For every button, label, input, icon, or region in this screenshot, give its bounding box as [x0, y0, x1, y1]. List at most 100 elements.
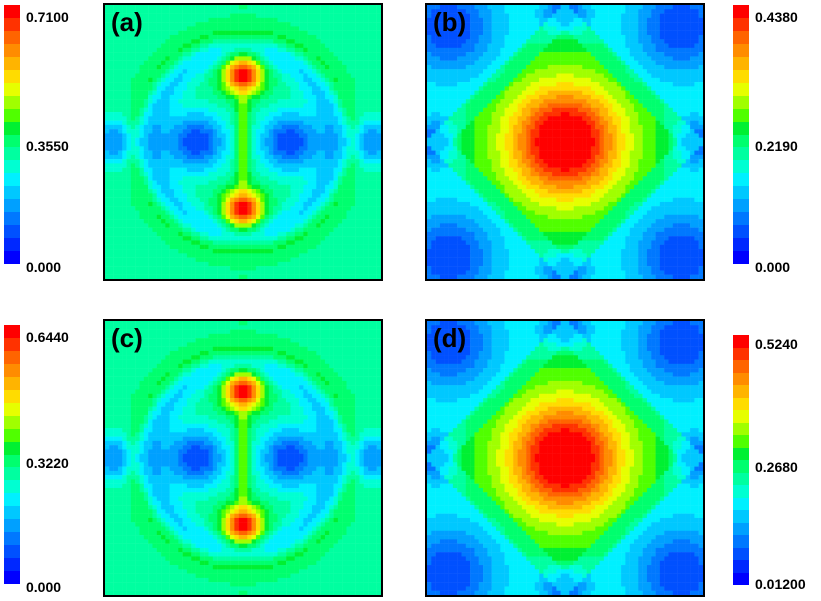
heatmap-cell: [113, 261, 119, 267]
heatmap-cell: [243, 52, 248, 57]
heatmap-cell: [105, 9, 110, 14]
heatmap-cell: [243, 227, 248, 233]
heatmap-cell: [320, 22, 326, 27]
heatmap-cell: [281, 257, 287, 263]
heatmap-cell: [143, 154, 149, 160]
heatmap-cell: [355, 201, 360, 207]
heatmap-cell: [204, 47, 209, 53]
heatmap-cell: [294, 249, 300, 254]
heatmap-cell: [496, 56, 501, 61]
heatmap-cell: [277, 103, 283, 108]
heatmap-cell: [376, 82, 381, 87]
heatmap-cell: [294, 69, 300, 74]
heatmap-cell: [530, 52, 536, 57]
heatmap-cell: [368, 90, 373, 96]
heatmap-cell: [586, 34, 592, 40]
heatmap-cell: [204, 9, 209, 14]
heatmap-cell: [122, 64, 127, 70]
heatmap-cell: [359, 73, 364, 78]
heatmap-cell: [105, 244, 110, 250]
heatmap-cell: [316, 82, 321, 87]
heatmap-cell: [329, 69, 334, 74]
heatmap-cell: [307, 137, 313, 143]
heatmap-cell: [277, 52, 283, 57]
heatmap-cell: [359, 13, 364, 19]
heatmap-cell: [608, 39, 613, 44]
heatmap-cell: [208, 73, 214, 78]
heatmap-cell: [487, 22, 492, 27]
heatmap-cell: [217, 231, 222, 237]
heatmap-cell: [444, 22, 449, 27]
heatmap-cell: [672, 39, 678, 44]
heatmap-cell: [195, 77, 201, 83]
heatmap-cell: [117, 154, 123, 160]
heatmap-cell: [483, 30, 488, 36]
heatmap-cell: [165, 47, 170, 53]
heatmap-cell: [221, 30, 226, 36]
heatmap-cell: [586, 47, 592, 53]
heatmap-cell: [329, 107, 334, 113]
heatmap-cell: [363, 107, 369, 113]
heatmap-cell: [299, 22, 304, 27]
heatmap-cell: [109, 99, 114, 104]
heatmap-cell: [186, 176, 192, 181]
heatmap-cell: [199, 184, 205, 190]
heatmap-cell: [376, 137, 381, 143]
heatmap-cell: [277, 244, 283, 250]
heatmap-cell: [556, 9, 561, 14]
heatmap-cell: [621, 30, 626, 36]
heatmap-cell: [122, 193, 127, 198]
heatmap-cell: [139, 82, 145, 87]
heatmap-cell: [350, 167, 356, 173]
heatmap-cell: [547, 39, 553, 44]
heatmap-cell: [178, 39, 183, 44]
heatmap-cell: [251, 257, 257, 263]
heatmap-cell: [268, 86, 274, 91]
heatmap-cell: [556, 47, 561, 53]
heatmap-cell: [427, 5, 432, 10]
heatmap-cell: [346, 240, 352, 245]
heatmap-cell: [543, 34, 548, 40]
heatmap-cell: [500, 56, 505, 61]
heatmap-cell: [195, 189, 201, 194]
heatmap-cell: [161, 171, 166, 177]
heatmap-cell: [230, 129, 235, 134]
heatmap-cell: [299, 167, 304, 173]
heatmap-cell: [337, 86, 343, 91]
heatmap-cell: [651, 30, 656, 36]
heatmap-cell: [659, 5, 665, 10]
colorbar-segment: [733, 572, 749, 585]
heatmap-cell: [195, 236, 201, 241]
heatmap-cell: [346, 244, 352, 250]
heatmap-cell: [638, 30, 643, 36]
heatmap-cell: [161, 17, 166, 23]
heatmap-cell: [465, 56, 471, 61]
heatmap-cell: [303, 77, 308, 83]
heatmap-cell: [508, 17, 514, 23]
heatmap-cell: [178, 210, 183, 215]
heatmap-cell: [195, 163, 201, 168]
heatmap-cell: [109, 214, 114, 220]
heatmap-cell: [376, 22, 381, 27]
heatmap-cell: [294, 26, 300, 31]
heatmap-cell: [230, 236, 235, 241]
heatmap-cell: [316, 112, 321, 117]
heatmap-cell: [303, 171, 308, 177]
heatmap-cell: [281, 90, 287, 96]
heatmap-cell: [161, 64, 166, 70]
heatmap-cell: [316, 13, 321, 19]
heatmap-cell: [320, 47, 326, 53]
heatmap-cell: [376, 13, 381, 19]
heatmap-cell: [113, 30, 119, 36]
heatmap-cell: [174, 240, 179, 245]
heatmap-cell: [204, 13, 209, 19]
heatmap-cell: [342, 39, 347, 44]
heatmap-cell: [694, 26, 699, 31]
heatmap-cell: [307, 56, 313, 61]
heatmap-cell: [230, 90, 235, 96]
heatmap-cell: [230, 154, 235, 160]
heatmap-cell: [117, 171, 123, 177]
heatmap-cell: [337, 137, 343, 143]
heatmap-cell: [165, 227, 170, 233]
heatmap-cell: [350, 270, 356, 275]
